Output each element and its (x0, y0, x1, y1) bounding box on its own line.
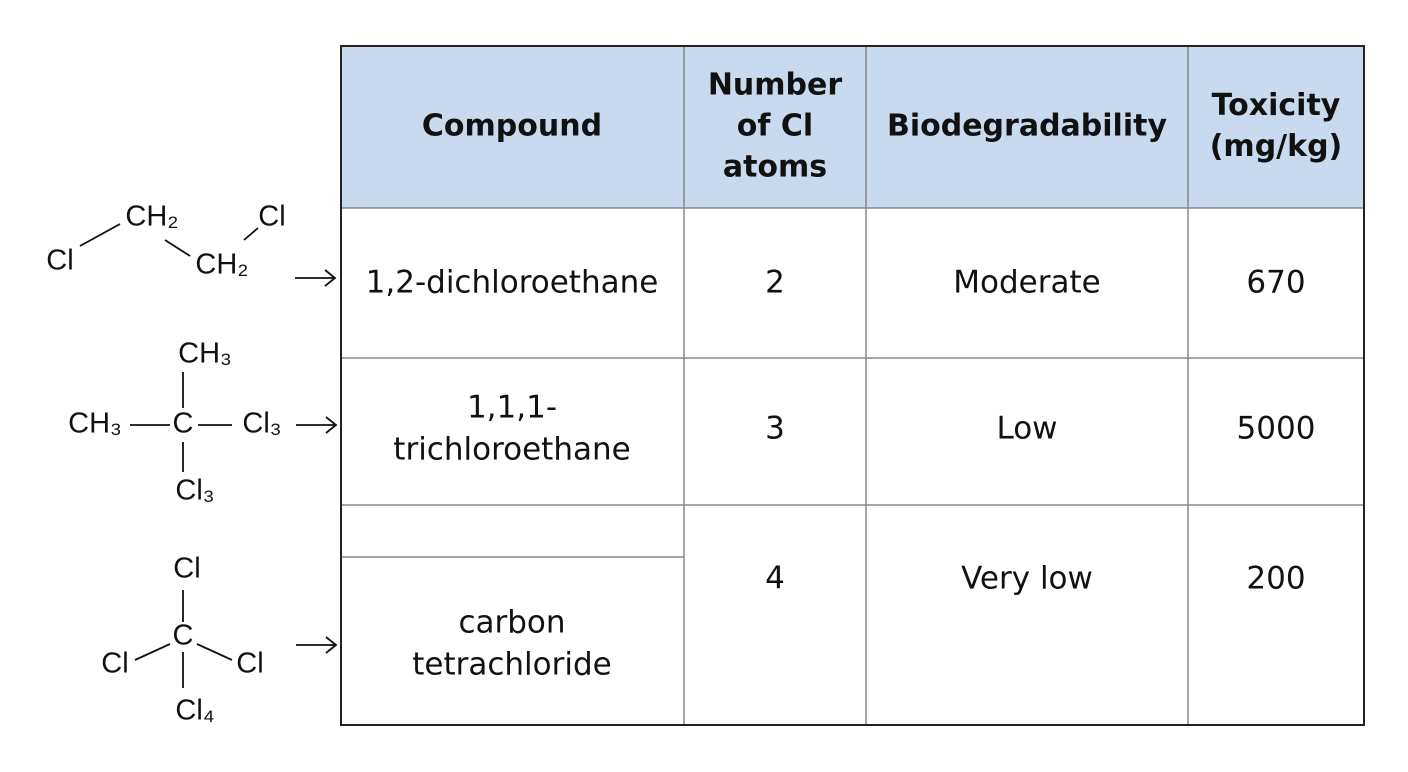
header-cell: Toxicity (1212, 88, 1341, 123)
table-cell: 200 (1246, 561, 1305, 597)
atom-label: CH₂ (125, 201, 178, 233)
table-cell: Low (996, 411, 1057, 447)
table-grid (340, 45, 1365, 726)
header-cell: Number (708, 68, 843, 103)
atom-label: Cl (101, 648, 128, 680)
header-cell: Biodegradability (887, 109, 1167, 144)
table-cell: trichloroethane (393, 432, 630, 468)
atom-label: Cl (173, 553, 200, 585)
header-cell: atoms (723, 150, 827, 185)
atom-label: C (173, 620, 194, 652)
atom-label: Cl₃ (242, 408, 281, 440)
table-cell: 1,1,1- (467, 390, 557, 426)
table-cell: 5000 (1237, 411, 1316, 447)
table-cell: 2 (765, 265, 785, 301)
table-cell: 4 (765, 561, 785, 597)
header-cell: Compound (422, 109, 602, 144)
table-cell: Very low (961, 561, 1093, 597)
atom-label: Cl (46, 245, 73, 277)
header-background (341, 46, 1364, 208)
table-cell: 3 (765, 411, 785, 447)
table-cell: carbon (458, 605, 565, 641)
atom-label: CH₃ (178, 338, 232, 370)
table-cell: Moderate (953, 265, 1100, 301)
atom-label: CH₂ (195, 249, 248, 281)
header-cell: (mg/kg) (1210, 129, 1343, 164)
atom-label: CH₃ (68, 408, 122, 440)
table-cell: 1,2-dichloroethane (366, 265, 659, 301)
atom-label: Cl (258, 201, 285, 233)
atom-label: Cl₃ (175, 475, 214, 507)
table-cell: 670 (1246, 265, 1305, 301)
table-cell: tetrachloride (412, 647, 612, 683)
atom-label: C (173, 408, 194, 440)
structure-bonds (79, 223, 259, 688)
atom-label: Cl (236, 648, 263, 680)
atom-label: Cl₄ (175, 695, 214, 727)
arrows (295, 269, 338, 654)
header-cell: of Cl (737, 109, 813, 144)
